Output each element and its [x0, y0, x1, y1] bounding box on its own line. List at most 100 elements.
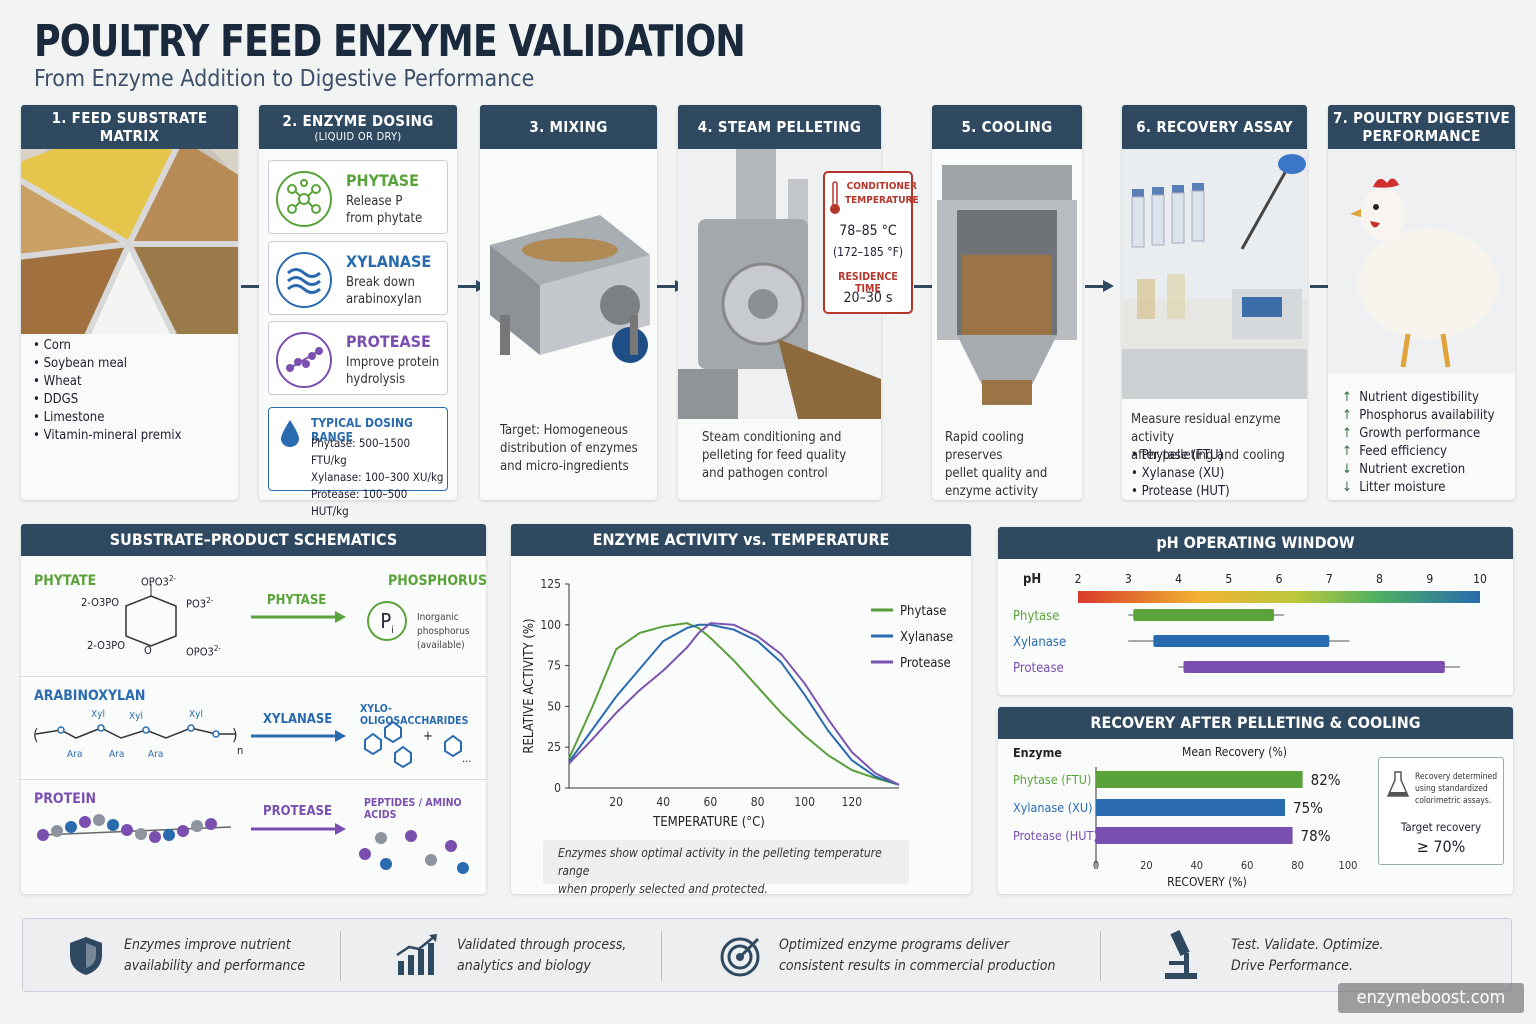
- ph-series-label: Xylanase: [1013, 635, 1066, 650]
- chart-note: Enzymes show optimal activity in the pel…: [543, 840, 909, 896]
- flow-arrow-icon: [1085, 276, 1115, 296]
- desc-line: Improve protein: [346, 355, 440, 370]
- step-title: 2. ENZYME DOSING (LIQUID OR DRY): [259, 105, 457, 149]
- list-item: Limestone: [33, 409, 182, 427]
- recovery-x-label: RECOVERY (%): [1167, 875, 1247, 889]
- enzyme-label: PHYTASE: [267, 593, 327, 608]
- panel-title: RECOVERY AFTER PELLETING & COOLING: [998, 707, 1513, 739]
- recovery-value-label: 78%: [1301, 827, 1331, 845]
- item-text: Nutrient excretion: [1359, 462, 1466, 477]
- step-recovery-assay: 6. RECOVERY ASSAY Measure residual enzym…: [1122, 105, 1307, 500]
- step-title: 6. RECOVERY ASSAY: [1122, 105, 1307, 149]
- substrate-label: PROTEIN: [34, 791, 97, 807]
- ph-tick-label: 5: [1225, 572, 1232, 586]
- group-label: OPO32-: [186, 644, 222, 659]
- feed-grains-image: [21, 149, 238, 334]
- desc-line: pellet quality and: [945, 466, 1048, 481]
- range-title: TYPICAL DOSING RANGE: [311, 416, 413, 444]
- divider: [21, 779, 486, 780]
- ph-range-bar: [1153, 635, 1330, 647]
- ph-tick-label: 4: [1175, 572, 1182, 586]
- desc-line: and pathogen control: [702, 466, 828, 481]
- ph-gradient-scale: [1078, 591, 1480, 603]
- series-line-xylanase: [568, 623, 900, 786]
- list-item: Phytase (FTU): [1131, 447, 1230, 465]
- summary-bar: Enzymes improve nutrient availability and…: [22, 918, 1512, 992]
- group-text: PO3: [186, 597, 207, 611]
- item-text: Nutrient digestibility: [1359, 390, 1479, 405]
- recovery-bar: [1096, 799, 1285, 816]
- conditioner-spec-box: CONDITIONER TEMPERATURE 78–85 °C (172–185…: [823, 171, 919, 314]
- x-tick-label: 120: [842, 795, 863, 809]
- arabinoxylan-chain-icon: (): [33, 724, 238, 744]
- step-digestive-performance: 7. POULTRY DIGESTIVE PERFORMANCE ↑ Nutrie…: [1328, 105, 1515, 500]
- arrow-down-icon: ↓: [1342, 462, 1352, 477]
- ph-tick-label: 9: [1426, 572, 1433, 586]
- summary-item: Enzymes improve nutrient availability and…: [124, 935, 305, 977]
- ring-oxygen-label: O: [144, 644, 152, 657]
- recovery-tick-label: 60: [1241, 859, 1254, 872]
- ph-range-bar: [1183, 661, 1445, 673]
- recovery-category-label: Xylanase (XU): [1013, 800, 1092, 815]
- chicken-image: [1328, 149, 1515, 374]
- svg-text:): ): [232, 725, 238, 744]
- summary-item: Test. Validate. Optimize. Drive Performan…: [1231, 935, 1384, 977]
- xylanase-card: XYLANASE Break down arabinoxylan: [268, 241, 448, 315]
- residence-title: RESIDENCE TIME: [838, 271, 898, 295]
- ph-tick-label: 6: [1276, 572, 1283, 586]
- microscope-icon: [1165, 930, 1197, 979]
- droplet-icon: [281, 420, 299, 447]
- item-text: Litter moisture: [1359, 480, 1446, 495]
- desc-line: enzyme activity: [945, 484, 1039, 499]
- step-steam-pelleting: 4. STEAM PELLETING CONDITIONER TEMPERATUR…: [678, 105, 919, 500]
- step-cooling: 5. COOLING Rapid cooling preserves pellet…: [932, 105, 1082, 500]
- desc-line: Measure residual enzyme activity: [1131, 412, 1281, 445]
- recovery-tick-label: 0: [1093, 859, 1099, 872]
- legend-label: Protease: [900, 656, 951, 671]
- target-value: ≥ 70%: [1416, 837, 1466, 856]
- activity-temperature-panel: ENZYME ACTIVITY vs. TEMPERATURE 0 25 50 75 1…: [511, 524, 971, 896]
- note-line: colorimetric assays.: [1415, 796, 1492, 806]
- series-line-phytase: [568, 622, 900, 786]
- x-tick-label: 100: [794, 795, 815, 809]
- step-description: Rapid cooling preserves pellet quality an…: [945, 429, 1082, 501]
- oligosaccharide-hexagon-icon: [364, 720, 462, 769]
- plus-label: +: [423, 729, 433, 744]
- list-item: Wheat: [33, 373, 182, 391]
- mixer-machine-image: [490, 215, 650, 363]
- ph-tick-label: 2: [1075, 572, 1082, 586]
- recovery-bar: [1096, 771, 1303, 788]
- step-title: 7. POULTRY DIGESTIVE PERFORMANCE: [1328, 105, 1515, 149]
- step-description: Target: Homogeneous distribution of enzym…: [500, 422, 638, 476]
- desc-line: from phytate: [346, 211, 423, 226]
- list-item: Corn: [33, 337, 182, 355]
- range-values: Phytase: 500–1500 FTU/kg Xylanase: 100–3…: [311, 435, 447, 520]
- phytate-structure-icon: [125, 584, 177, 647]
- lab-assay-image: [1122, 149, 1307, 399]
- flask-icon: [1387, 771, 1409, 797]
- list-item: ↑ Feed efficiency: [1342, 443, 1495, 461]
- enzyme-name: PHYTASE: [346, 171, 419, 190]
- desc-line: Target: Homogeneous: [500, 423, 628, 438]
- recovery-bar: [1096, 827, 1293, 844]
- xylanase-wave-icon: [276, 252, 332, 308]
- summary-line: Drive Performance.: [1231, 958, 1354, 974]
- protease-card: PROTEASE Improve protein hydrolysis: [268, 321, 448, 395]
- y-tick-label: 50: [547, 699, 561, 713]
- recovery-category-label: Phytase (FTU): [1013, 772, 1091, 787]
- summary-item: Optimized enzyme programs deliver consist…: [779, 935, 1055, 977]
- summary-line: availability and performance: [124, 958, 306, 974]
- target-icon: [720, 937, 760, 977]
- x-tick-label: 40: [656, 795, 670, 809]
- summary-line: Enzymes improve nutrient: [124, 937, 291, 953]
- product-label: XYLO-OLIGOSACCHARIDES: [360, 703, 469, 727]
- desc-line: pelleting for feed quality: [702, 448, 847, 463]
- note-line: when properly selected and protected.: [558, 882, 768, 896]
- group-text: OPO3: [186, 645, 214, 659]
- cond-title-line: TEMPERATURE: [845, 195, 919, 206]
- schematics-panel: SUBSTRATE–PRODUCT SCHEMATICS PHYTATE OPO…: [21, 524, 487, 894]
- list-item: Protease (HUT): [1131, 483, 1230, 501]
- x-tick-label: 60: [704, 795, 718, 809]
- reaction-arrow-icon: [251, 730, 346, 742]
- range-line: Phytase: 500–1500 FTU/kg: [311, 436, 411, 467]
